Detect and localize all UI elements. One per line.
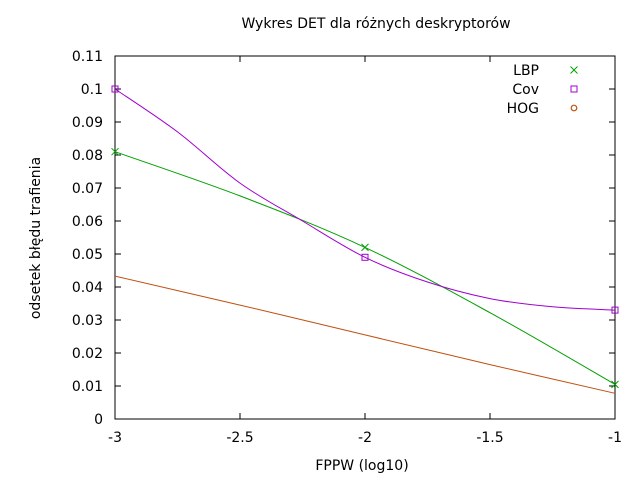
y-tick-label: 0.01	[72, 379, 103, 395]
series-cov	[111, 85, 619, 314]
x-axis-label: FPPW (log10)	[315, 458, 408, 474]
x-tick-label: -2	[358, 430, 372, 446]
y-tick-label: 0.06	[72, 214, 103, 230]
legend-label: Cov	[512, 82, 539, 98]
y-tick-label: 0.05	[72, 247, 103, 263]
y-axis-label: odsetek błędu trafienia	[28, 157, 44, 319]
y-tick-label: 0.03	[72, 313, 103, 329]
x-axis: -3 -2.5 -2 -1.5 -1	[108, 56, 622, 446]
y-tick-label: 0.02	[72, 346, 103, 362]
legend-marker-hog	[570, 104, 578, 112]
y-tick-label: 0.11	[72, 49, 103, 65]
x-tick-label: -2.5	[226, 430, 253, 446]
series-layer	[111, 85, 619, 394]
data-point-lbp	[611, 380, 619, 389]
y-tick-label: 0	[94, 412, 103, 428]
legend-item-cov: Cov	[512, 82, 578, 98]
y-tick-label: 0.04	[72, 280, 103, 296]
data-point-cov	[111, 85, 119, 93]
x-tick-label: -1	[608, 430, 622, 446]
series-line-lbp	[114, 151, 616, 385]
legend-item-lbp: LBP	[513, 63, 578, 79]
legend-label: LBP	[513, 63, 539, 79]
legend-item-hog: HOG	[507, 101, 578, 117]
series-lbp	[111, 147, 619, 389]
legend-marker-cov	[570, 85, 578, 93]
data-point-lbp	[361, 243, 369, 252]
series-hog	[114, 275, 616, 394]
y-tick-label: 0.08	[72, 148, 103, 164]
series-line-cov	[114, 88, 616, 311]
legend-marker-lbp	[570, 66, 578, 74]
y-tick-label: 0.09	[72, 115, 103, 131]
y-tick-label: 0.1	[81, 82, 103, 98]
data-point-cov	[361, 253, 369, 261]
x-tick-label: -3	[108, 430, 122, 446]
data-point-lbp	[111, 147, 119, 156]
chart-title: Wykres DET dla różnych deskryptorów	[241, 16, 510, 32]
y-tick-label: 0.07	[72, 181, 103, 197]
plot-frame	[114, 55, 616, 420]
y-axis: 0 0.01 0.02 0.03 0.04 0.05 0.06 0.07 0.08 0.09 0.1…	[72, 49, 615, 428]
series-line-hog	[114, 275, 616, 394]
x-tick-label: -1.5	[476, 430, 503, 446]
legend-label: HOG	[507, 101, 539, 117]
data-point-cov	[611, 306, 619, 314]
legend: LBP Cov HOG	[507, 63, 578, 117]
